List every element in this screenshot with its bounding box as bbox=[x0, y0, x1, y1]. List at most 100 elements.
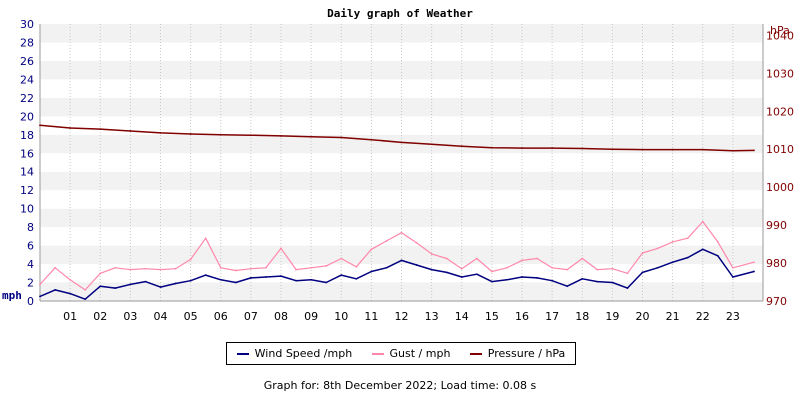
left-axis-tick-label: 8 bbox=[27, 221, 34, 234]
x-axis-tick-label: 14 bbox=[455, 310, 469, 323]
data-point-pressure bbox=[490, 146, 493, 149]
data-point-pressure bbox=[521, 147, 523, 149]
x-axis-tick-label: 08 bbox=[274, 310, 288, 323]
grid-band bbox=[40, 227, 763, 246]
data-point-wind-speed bbox=[325, 281, 328, 284]
right-axis-tick-label: 1030 bbox=[766, 67, 794, 80]
data-point-wind-speed bbox=[84, 298, 87, 301]
x-axis-tick-label: 15 bbox=[485, 310, 499, 323]
data-point-gust bbox=[54, 266, 56, 269]
data-point-pressure bbox=[611, 148, 614, 151]
chart-legend: Wind Speed /mph Gust / mph Pressure / hP… bbox=[226, 342, 576, 365]
data-point-wind-speed bbox=[566, 285, 569, 288]
x-axis-tick-label: 12 bbox=[395, 310, 409, 323]
grid-band bbox=[40, 245, 763, 265]
x-axis-tick-label: 10 bbox=[334, 310, 348, 323]
data-point-wind-speed bbox=[265, 276, 267, 278]
data-point-wind-speed bbox=[551, 279, 554, 282]
data-point-wind-speed bbox=[219, 278, 222, 281]
data-point-wind-speed bbox=[189, 279, 192, 282]
data-point-gust bbox=[114, 266, 117, 269]
data-point-wind-speed bbox=[370, 270, 373, 273]
data-point-gust bbox=[174, 267, 177, 270]
left-axis-tick-label: 10 bbox=[20, 203, 34, 216]
data-point-gust bbox=[596, 268, 599, 271]
data-point-pressure bbox=[129, 130, 132, 132]
series-layer bbox=[39, 124, 755, 301]
data-point-wind-speed bbox=[656, 266, 659, 269]
x-axis-tick-label: 04 bbox=[154, 310, 168, 323]
data-point-gust bbox=[490, 270, 493, 273]
data-point-pressure bbox=[310, 135, 313, 138]
right-axis-unit-label: hPa bbox=[770, 24, 790, 37]
data-point-wind-speed bbox=[536, 277, 538, 279]
x-axis-tick-label: 17 bbox=[545, 310, 559, 323]
data-point-wind-speed bbox=[460, 276, 463, 278]
data-point-pressure bbox=[249, 134, 252, 137]
data-point-wind-speed bbox=[99, 285, 102, 288]
footer-status: Graph for: 8th December 2022; Load time:… bbox=[263, 379, 537, 392]
data-point-wind-speed bbox=[626, 287, 629, 289]
data-point-wind-speed bbox=[310, 278, 313, 281]
right-axis-ticks: 970 980 990 1000 1010 1020 1030 1040 bbox=[766, 29, 794, 308]
data-point-wind-speed bbox=[731, 276, 734, 278]
data-point-gust bbox=[445, 257, 448, 260]
data-point-gust bbox=[686, 237, 689, 240]
data-point-wind-speed bbox=[159, 286, 162, 289]
data-point-gust bbox=[551, 266, 554, 269]
data-point-gust bbox=[249, 267, 252, 270]
data-point-wind-speed bbox=[641, 271, 644, 274]
data-point-gust bbox=[581, 257, 584, 260]
x-axis-tick-label: 22 bbox=[696, 310, 710, 323]
left-axis-tick-label: 24 bbox=[20, 73, 34, 86]
data-point-gust bbox=[400, 231, 403, 234]
left-axis-tick-label: 6 bbox=[27, 240, 34, 253]
legend-swatch-gust bbox=[371, 352, 384, 355]
data-point-gust bbox=[204, 237, 207, 240]
data-point-gust bbox=[506, 266, 508, 269]
grid-band bbox=[40, 97, 763, 117]
legend-item-pressure: Pressure / hPa bbox=[469, 347, 565, 360]
data-point-pressure bbox=[430, 143, 433, 146]
data-point-pressure bbox=[280, 135, 282, 137]
left-axis-tick-label: 14 bbox=[20, 166, 34, 179]
data-point-gust bbox=[430, 253, 433, 255]
x-axis-tick-label: 13 bbox=[425, 310, 439, 323]
left-axis-tick-label: 16 bbox=[20, 147, 34, 160]
data-point-gust bbox=[656, 247, 659, 250]
data-point-gust bbox=[265, 266, 267, 269]
left-axis-tick-label: 26 bbox=[20, 55, 34, 68]
data-point-gust bbox=[189, 258, 192, 261]
right-axis-tick-label: 990 bbox=[766, 219, 787, 232]
data-point-gust bbox=[39, 283, 41, 286]
x-axis-tick-label: 18 bbox=[575, 310, 589, 323]
legend-swatch-pressure bbox=[469, 352, 482, 355]
data-point-gust bbox=[626, 272, 629, 275]
data-point-wind-speed bbox=[355, 277, 358, 280]
grid-band bbox=[40, 79, 763, 98]
data-point-gust bbox=[536, 257, 538, 260]
data-point-pressure bbox=[69, 127, 72, 129]
legend-swatch-wind bbox=[236, 352, 249, 355]
left-axis-tick-label: 4 bbox=[27, 258, 34, 271]
series-line-wind-speed bbox=[39, 248, 755, 300]
data-point-wind-speed bbox=[415, 264, 418, 266]
chart-title: Daily graph of Weather bbox=[327, 7, 473, 20]
data-point-pressure bbox=[581, 147, 584, 150]
left-axis-tick-label: 12 bbox=[20, 184, 34, 197]
x-axis-tick-label: 23 bbox=[726, 310, 740, 323]
right-axis-tick-label: 980 bbox=[766, 257, 787, 270]
data-point-wind-speed bbox=[686, 256, 689, 259]
data-point-gust bbox=[99, 272, 102, 275]
data-point-pressure bbox=[219, 133, 222, 136]
x-axis-tick-label: 03 bbox=[123, 310, 137, 323]
data-point-wind-speed bbox=[506, 278, 508, 281]
data-point-wind-speed bbox=[581, 277, 584, 280]
grid-vertical-lines bbox=[69, 24, 734, 301]
data-point-gust bbox=[129, 268, 132, 271]
x-axis-tick-label: 07 bbox=[244, 310, 258, 323]
left-axis-tick-label: 18 bbox=[20, 129, 34, 142]
data-point-wind-speed bbox=[400, 259, 403, 262]
